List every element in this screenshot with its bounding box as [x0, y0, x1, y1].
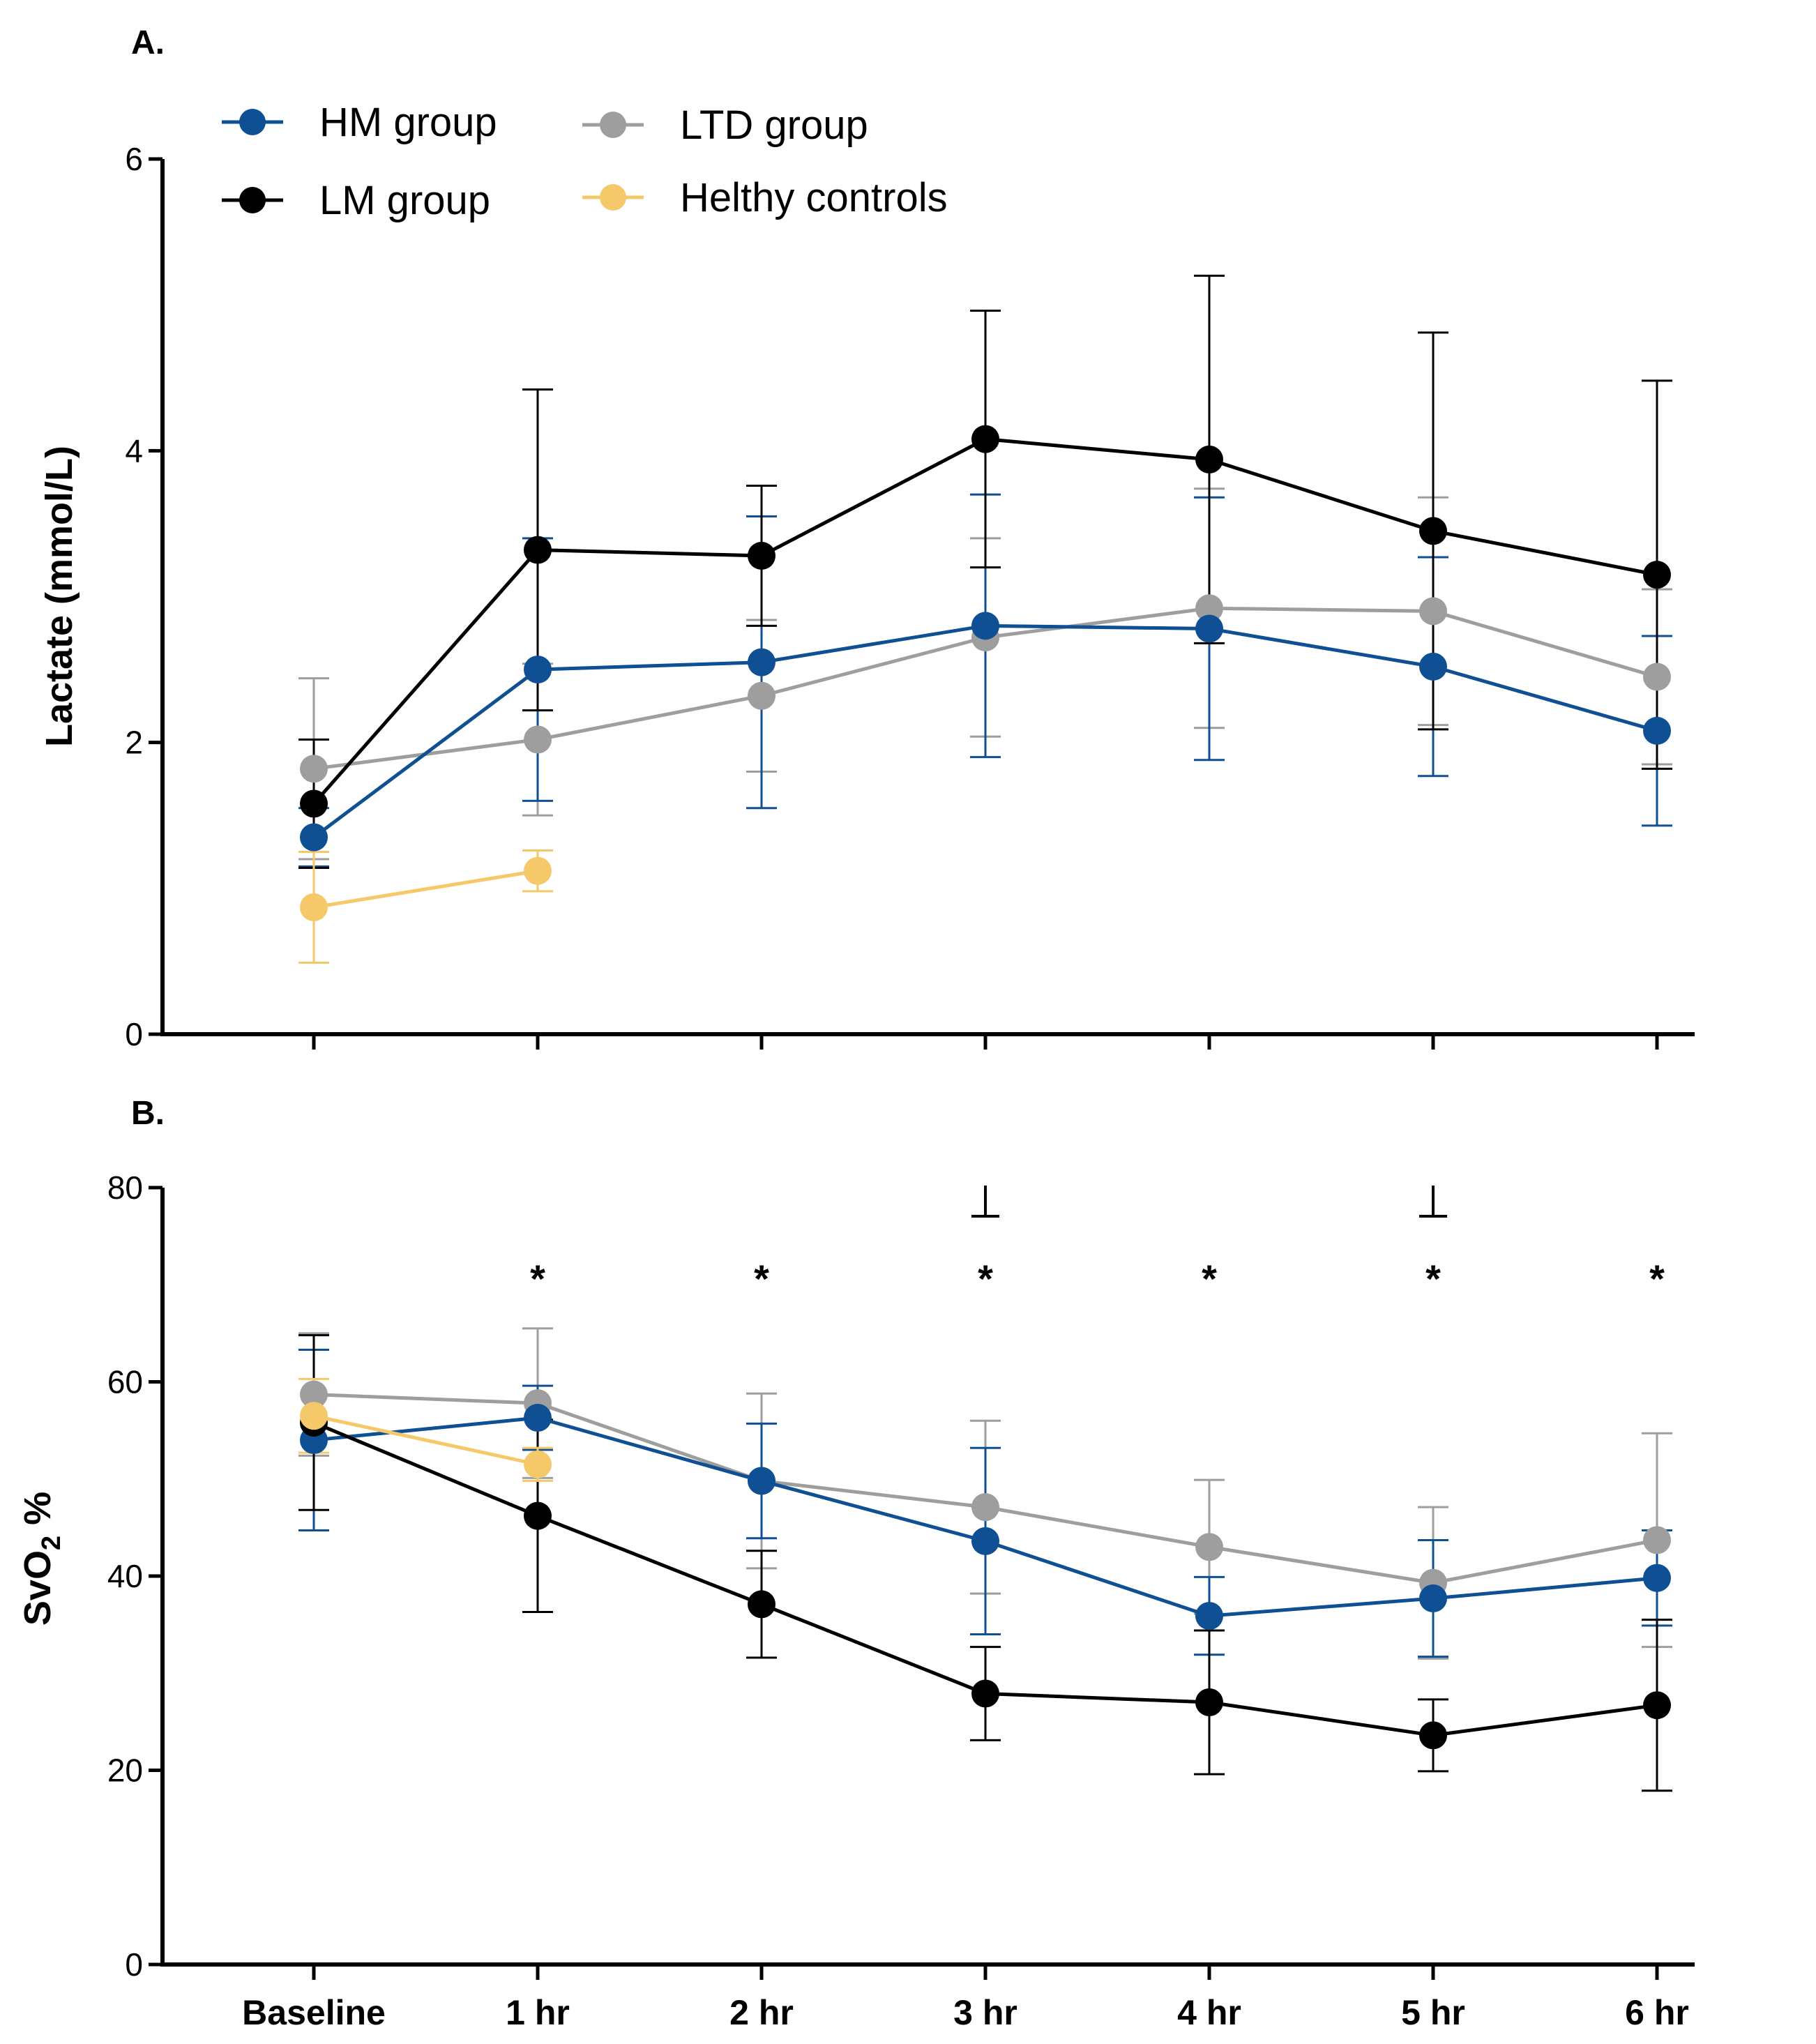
data-point: [748, 648, 775, 676]
data-point: [971, 612, 999, 640]
significance-star: *: [1425, 1257, 1441, 1301]
data-point: [300, 755, 328, 783]
legend-swatch-marker: [239, 187, 266, 213]
data-point: [1643, 716, 1671, 745]
dagger-mark: [971, 1186, 999, 1218]
legend-item: HM group: [222, 100, 497, 145]
data-point: [300, 1380, 328, 1409]
panel-b-label: B.: [131, 1095, 165, 1132]
panel-b-y-axis-title: SvO2 %: [17, 1492, 66, 1626]
data-point: [1419, 652, 1447, 681]
y-axis-title-suffix: %: [17, 1492, 59, 1536]
data-point: [1195, 1533, 1223, 1561]
legend: HM group LM group LTD group Helthy controls: [222, 100, 948, 223]
significance-star: *: [978, 1257, 993, 1301]
data-point: [524, 1450, 552, 1478]
legend-item: LM group: [222, 178, 490, 223]
y-tick-label: 0: [125, 1016, 143, 1052]
data-point: [1643, 561, 1671, 589]
dagger-mark: [1419, 1186, 1447, 1218]
data-point: [524, 536, 552, 564]
data-point: [748, 1467, 775, 1495]
data-point: [1195, 1602, 1223, 1630]
y-axis-title-main: SvO: [17, 1550, 59, 1626]
y-tick-label: 0: [125, 1946, 143, 1983]
panel-a-label: A.: [131, 24, 165, 61]
data-point: [748, 681, 775, 710]
data-point: [1643, 663, 1671, 691]
data-point: [971, 425, 999, 453]
panel-a: A. Lactate (mmol/L) 0 2 4 6 HM group LM grou…: [38, 24, 1695, 1052]
y-axis-title-subscript: 2: [37, 1536, 66, 1550]
data-point: [971, 1527, 999, 1555]
legend-label: Helthy controls: [680, 175, 948, 220]
data-point: [524, 856, 552, 885]
y-tick-label: 2: [125, 725, 143, 761]
data-point: [1195, 445, 1223, 474]
y-tick-label: 6: [125, 141, 143, 177]
legend-swatch-marker: [600, 112, 626, 138]
x-tick-label: 3 hr: [953, 1993, 1017, 2032]
significance-star: *: [530, 1257, 545, 1301]
data-point: [300, 893, 328, 922]
data-point: [1419, 1584, 1447, 1613]
x-tick-label: Baseline: [242, 1993, 386, 2032]
x-tick-label: 1 hr: [506, 1993, 570, 2032]
data-point: [524, 725, 552, 754]
y-tick-label: 20: [107, 1752, 143, 1789]
data-point: [1643, 1564, 1671, 1592]
significance-star: *: [1649, 1257, 1665, 1301]
data-point: [1419, 517, 1447, 545]
data-point: [1643, 1526, 1671, 1554]
data-point: [971, 1679, 999, 1708]
data-point: [748, 1590, 775, 1619]
data-point: [1195, 1688, 1223, 1717]
data-point: [300, 1402, 328, 1430]
legend-label: LTD group: [680, 103, 868, 148]
y-tick-label: 40: [107, 1558, 143, 1594]
panel-a-y-axis-title: Lactate (mmol/L): [38, 446, 80, 747]
significance-star: *: [754, 1257, 769, 1301]
panel-b-plot-area: 0 20 40 60 80 Baseline 1 hr 2 hr 3 hr 4 hr 5 hr 6 h…: [107, 1169, 1695, 2032]
data-point: [1419, 597, 1447, 626]
data-point: [1195, 614, 1223, 643]
data-point: [1419, 1721, 1447, 1750]
legend-label: LM group: [319, 178, 490, 223]
series-line-helthy-controls: [313, 869, 538, 909]
series-line-helthy-controls: [313, 1414, 538, 1467]
data-point: [1195, 594, 1223, 623]
x-tick-label: 4 hr: [1177, 1993, 1241, 2032]
significance-star: *: [1202, 1257, 1217, 1301]
panel-b: B. SvO2 % 0 20 40 60 80 Baseline 1 hr 2 hr 3 hr 4…: [17, 1095, 1695, 2032]
y-tick-label: 60: [107, 1364, 143, 1400]
data-point: [300, 789, 328, 818]
data-point: [1643, 1691, 1671, 1720]
x-tick-label: 5 hr: [1401, 1993, 1465, 2032]
legend-item: LTD group: [582, 103, 868, 148]
legend-item: Helthy controls: [582, 175, 948, 220]
x-tick-label: 6 hr: [1625, 1993, 1689, 2032]
y-tick-label: 4: [125, 432, 143, 469]
data-point: [524, 1404, 552, 1432]
data-point: [971, 1493, 999, 1522]
legend-swatch-marker: [600, 184, 626, 211]
data-point: [300, 823, 328, 851]
data-point: [748, 541, 775, 570]
panel-a-plot-area: 0 2 4 6: [125, 141, 1695, 1052]
legend-label: HM group: [319, 100, 497, 145]
data-point: [524, 656, 552, 684]
y-tick-label: 80: [107, 1169, 143, 1206]
legend-swatch-marker: [239, 109, 266, 135]
data-point: [524, 1501, 552, 1530]
x-tick-label: 2 hr: [729, 1993, 794, 2032]
